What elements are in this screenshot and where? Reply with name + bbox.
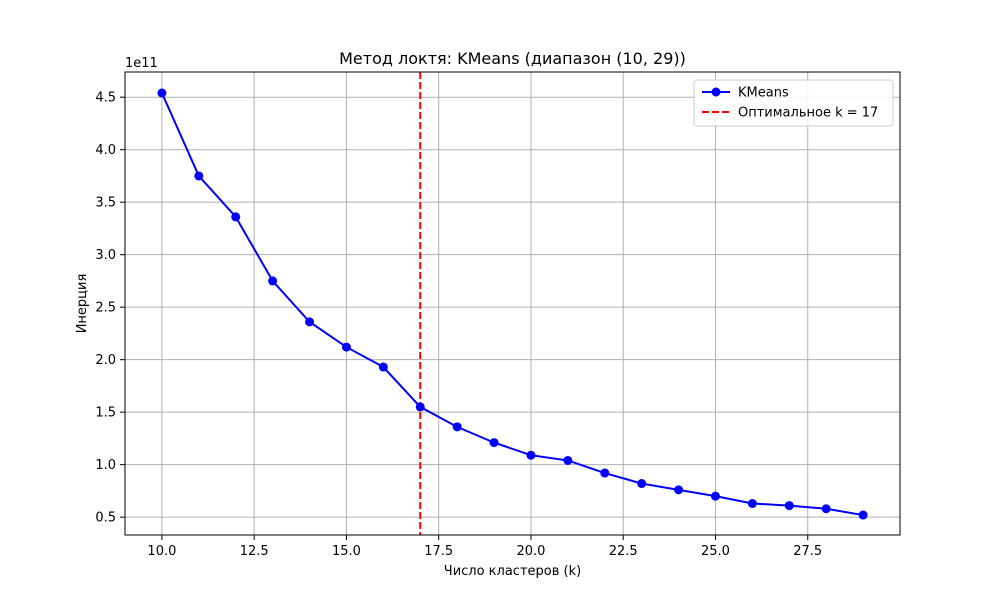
data-point	[452, 422, 462, 432]
x-tick-label: 25.0	[701, 544, 730, 559]
y-tick-label: 3.5	[95, 196, 116, 211]
y-tick-label: 4.0	[95, 143, 116, 158]
plot-frame	[124, 71, 901, 536]
data-point	[157, 88, 167, 98]
series-line-kmeans	[160, 92, 864, 517]
legend-label-kmeans: KMeans	[738, 86, 789, 101]
chart-title: Метод локтя: KMeans (диапазон (10, 29))	[339, 49, 686, 68]
grid-lines	[125, 72, 900, 535]
data-point	[600, 468, 610, 478]
y-tick-label: 2.0	[95, 353, 116, 368]
data-point	[231, 212, 241, 222]
data-point	[563, 455, 573, 465]
y-tick-label: 4.5	[95, 91, 116, 106]
legend-marker-kmeans	[711, 87, 721, 97]
data-point	[268, 276, 278, 286]
legend-label-optimal-k: Оптимальное k = 17	[738, 106, 878, 121]
x-axis-ticks: 10.0 12.5 15.0 17.5 20.0 22.5 25.0 27.5	[147, 535, 822, 559]
data-point	[784, 501, 794, 511]
y-offset-label: 1e11	[125, 56, 158, 71]
data-point	[674, 485, 684, 495]
data-point	[378, 362, 388, 372]
y-tick-label: 3.0	[95, 248, 116, 263]
y-tick-label: 1.0	[95, 458, 116, 473]
data-point	[747, 499, 757, 509]
x-tick-label: 27.5	[793, 544, 822, 559]
x-tick-label: 20.0	[516, 544, 545, 559]
y-tick-label: 1.5	[95, 406, 116, 421]
data-point	[194, 171, 204, 181]
data-point	[821, 504, 831, 514]
y-tick-label: 2.5	[95, 301, 116, 316]
legend-box	[693, 79, 894, 127]
data-point	[858, 510, 868, 520]
x-axis-label: Число кластеров (k)	[444, 564, 581, 579]
legend: KMeans Оптимальное k = 17	[693, 79, 894, 127]
y-tick-label: 0.5	[95, 511, 116, 526]
x-tick-label: 12.5	[240, 544, 269, 559]
x-tick-label: 15.0	[332, 544, 361, 559]
y-axis-label: Инерция	[75, 274, 90, 334]
x-tick-label: 17.5	[424, 544, 453, 559]
data-point	[489, 438, 499, 448]
data-point	[305, 317, 315, 327]
series-layer	[157, 88, 868, 520]
data-point	[415, 402, 425, 412]
data-point	[341, 342, 351, 352]
x-tick-label: 22.5	[609, 544, 638, 559]
data-point	[637, 479, 647, 489]
y-axis-ticks: 0.5 1.0 1.5 2.0 2.5 3.0 3.5 4.0 4.5	[95, 91, 125, 526]
x-tick-label: 10.0	[147, 544, 176, 559]
data-point	[710, 491, 720, 501]
data-point	[526, 450, 536, 460]
